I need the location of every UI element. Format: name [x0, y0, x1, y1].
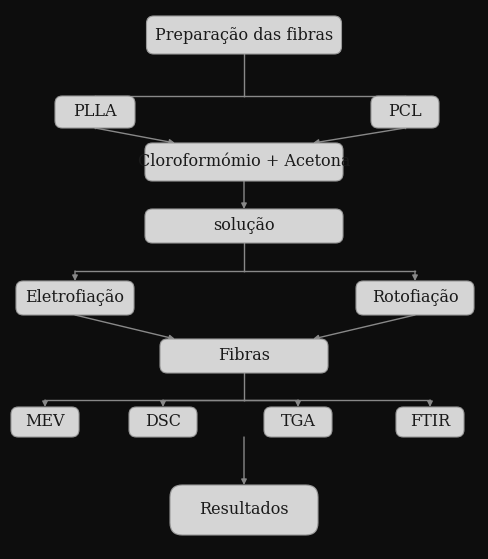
FancyBboxPatch shape: [395, 407, 463, 437]
Text: Eletrofiação: Eletrofiação: [25, 290, 124, 306]
Text: PCL: PCL: [387, 103, 421, 121]
Text: TGA: TGA: [280, 414, 315, 430]
FancyBboxPatch shape: [55, 96, 135, 128]
FancyBboxPatch shape: [129, 407, 197, 437]
Text: PLLA: PLLA: [73, 103, 117, 121]
FancyBboxPatch shape: [146, 16, 341, 54]
FancyBboxPatch shape: [11, 407, 79, 437]
Text: Resultados: Resultados: [199, 501, 288, 519]
Text: Cloroformómio + Acetona: Cloroformómio + Acetona: [138, 154, 349, 170]
Text: FTIR: FTIR: [409, 414, 449, 430]
FancyBboxPatch shape: [160, 339, 327, 373]
Text: Fibras: Fibras: [218, 348, 269, 364]
FancyBboxPatch shape: [264, 407, 331, 437]
Text: DSC: DSC: [145, 414, 181, 430]
FancyBboxPatch shape: [370, 96, 438, 128]
Text: MEV: MEV: [25, 414, 64, 430]
Text: Preparação das fibras: Preparação das fibras: [155, 26, 332, 44]
FancyBboxPatch shape: [145, 143, 342, 181]
FancyBboxPatch shape: [145, 209, 342, 243]
FancyBboxPatch shape: [355, 281, 473, 315]
FancyBboxPatch shape: [170, 485, 317, 535]
Text: Rotofiação: Rotofiação: [371, 290, 457, 306]
Text: solução: solução: [213, 217, 274, 234]
FancyBboxPatch shape: [16, 281, 134, 315]
